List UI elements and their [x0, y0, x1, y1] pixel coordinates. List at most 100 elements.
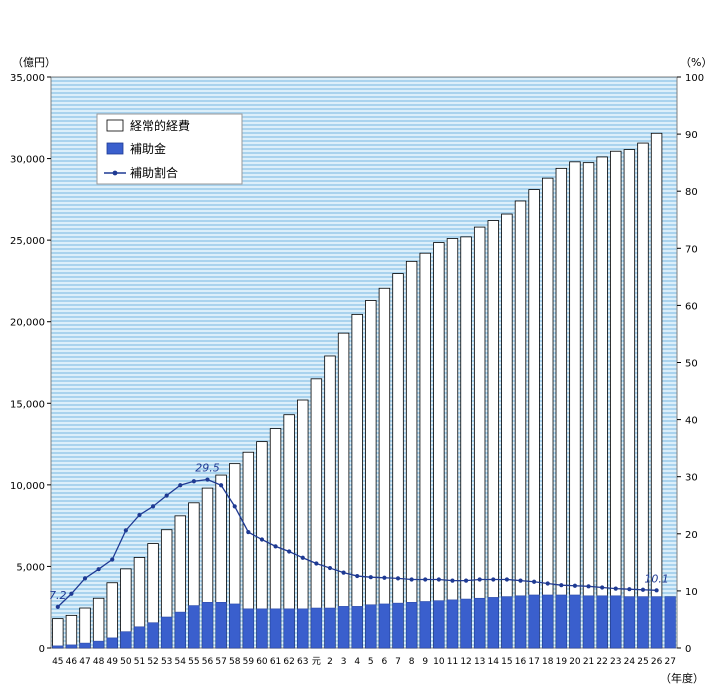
right-axis-tick-label: 70: [685, 244, 698, 255]
x-axis-tick-label: 27: [664, 657, 675, 667]
bar-subsidy: [337, 606, 350, 649]
point-subsidy-ratio: [205, 477, 210, 482]
x-axis-tick-label: 19: [556, 657, 568, 667]
bar-regular-expenses: [542, 177, 554, 649]
left-axis-tick-label: 10,000: [10, 481, 45, 492]
bar-subsidy: [201, 602, 214, 649]
bar-regular-expenses: [365, 300, 377, 649]
point-subsidy-ratio: [355, 573, 360, 579]
bar-subsidy: [351, 606, 363, 649]
right-axis-unit-label: （%）: [680, 56, 712, 69]
bar-regular-expenses: [650, 132, 663, 649]
x-axis-tick-label: 50: [120, 657, 132, 667]
bar-subsidy: [283, 608, 295, 649]
right-axis-tick-label: 100: [685, 73, 704, 84]
point-subsidy-ratio: [450, 578, 455, 583]
x-axis-tick-label: 24: [624, 657, 636, 667]
point-subsidy-ratio: [55, 604, 60, 609]
bar-subsidy: [161, 616, 173, 649]
bar-subsidy: [650, 596, 663, 649]
bar-regular-expenses: [610, 150, 622, 649]
x-axis-tick-label: 22: [596, 657, 607, 667]
x-axis-unit-label: （年度）: [660, 671, 704, 685]
bar-regular-expenses: [528, 189, 540, 649]
x-axis-tick-label: 13: [474, 657, 485, 667]
bar-regular-expenses: [65, 614, 78, 649]
point-subsidy-ratio: [395, 576, 401, 581]
bar-subsidy: [528, 594, 540, 649]
bar-subsidy: [582, 595, 595, 649]
data-label-subsidy-ratio: 7.2: [49, 589, 67, 602]
bar-subsidy: [269, 608, 282, 649]
bar-subsidy: [610, 595, 622, 649]
bar-subsidy: [174, 611, 186, 649]
point-subsidy-ratio: [613, 586, 618, 591]
bar-regular-expenses: [79, 607, 91, 649]
bar-regular-expenses: [337, 332, 350, 649]
x-axis-tick-label: 6: [382, 657, 388, 667]
bar-subsidy: [501, 596, 513, 649]
bar-regular-expenses: [419, 252, 431, 649]
point-subsidy-ratio: [572, 583, 578, 588]
bar-subsidy: [446, 599, 459, 649]
x-axis-tick-label: 元: [312, 657, 321, 667]
point-subsidy-ratio: [532, 579, 537, 584]
bar-regular-expenses: [473, 226, 486, 649]
x-axis-tick-label: 12: [460, 657, 471, 667]
bar-subsidy: [378, 603, 391, 649]
right-axis-tick-label: 0: [685, 644, 691, 655]
right-axis-tick-label: 30: [685, 473, 698, 484]
bar-subsidy: [474, 597, 486, 649]
bar-regular-expenses: [405, 260, 418, 649]
x-axis-tick-label: 58: [229, 657, 241, 667]
x-axis-tick-label: 57: [215, 657, 226, 667]
bar-subsidy: [460, 598, 472, 649]
bar-regular-expenses: [501, 213, 513, 649]
x-axis-tick-label: 11: [447, 657, 458, 667]
x-axis-tick-label: 49: [107, 657, 119, 667]
point-subsidy-ratio: [341, 570, 346, 575]
bar-subsidy: [419, 601, 431, 649]
x-axis-tick-label: 21: [583, 657, 594, 667]
bar-subsidy: [215, 602, 227, 649]
left-axis-unit-label: （億円）: [12, 56, 56, 69]
bar-subsidy: [664, 596, 676, 649]
x-axis-tick-label: 61: [270, 657, 281, 667]
bar-subsidy: [555, 594, 567, 649]
point-subsidy-ratio: [259, 537, 265, 542]
x-axis-tick-label: 26: [651, 657, 663, 667]
x-axis-tick-label: 20: [569, 657, 581, 667]
bar-subsidy: [392, 602, 404, 649]
point-subsidy-ratio: [246, 529, 251, 535]
bar-subsidy: [406, 602, 418, 649]
bar-regular-expenses: [433, 242, 445, 649]
point-subsidy-ratio: [82, 576, 88, 581]
data-label-subsidy-ratio: 29.5: [195, 462, 220, 475]
x-axis-tick-label: 9: [422, 657, 428, 667]
point-subsidy-ratio: [504, 577, 509, 582]
point-subsidy-ratio: [110, 557, 115, 562]
bar-regular-expenses: [623, 149, 636, 649]
x-axis-tick-label: 56: [202, 657, 214, 667]
point-subsidy-ratio: [300, 555, 305, 560]
left-axis-tick-label: 25,000: [10, 236, 45, 247]
bar-subsidy: [324, 607, 336, 649]
bar-subsidy: [133, 626, 146, 649]
bar-regular-expenses: [446, 238, 459, 649]
bar-regular-expenses: [310, 378, 323, 649]
left-axis-tick-label: 20,000: [10, 318, 45, 329]
point-subsidy-ratio: [137, 512, 142, 518]
point-subsidy-ratio: [545, 581, 550, 586]
legend-label-subsidy-ratio: 補助割合: [130, 165, 178, 180]
bar-subsidy: [229, 603, 241, 649]
point-subsidy-ratio: [559, 583, 564, 588]
bar-subsidy: [569, 594, 581, 649]
x-axis-tick-label: 62: [283, 657, 294, 667]
point-subsidy-ratio: [273, 544, 278, 549]
bar-subsidy: [433, 600, 445, 649]
right-axis-tick-label: 10: [685, 587, 698, 598]
bar-regular-expenses: [392, 273, 404, 649]
left-axis-tick-label: 15,000: [10, 399, 45, 410]
right-axis-tick-label: 20: [685, 530, 698, 541]
